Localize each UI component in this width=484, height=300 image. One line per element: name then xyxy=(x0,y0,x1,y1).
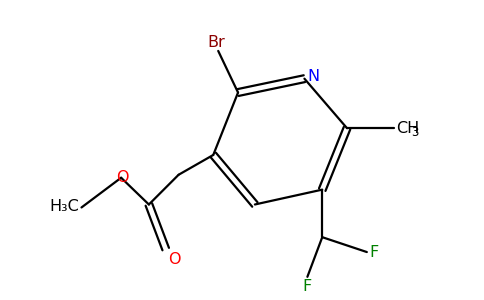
Text: Br: Br xyxy=(207,35,225,50)
Text: O: O xyxy=(167,252,180,267)
Text: H₃C: H₃C xyxy=(50,199,79,214)
Text: 3: 3 xyxy=(411,126,419,139)
Text: N: N xyxy=(307,69,319,84)
Text: F: F xyxy=(370,244,379,260)
Text: F: F xyxy=(303,279,312,294)
Text: CH: CH xyxy=(396,121,420,136)
Text: O: O xyxy=(116,170,128,185)
